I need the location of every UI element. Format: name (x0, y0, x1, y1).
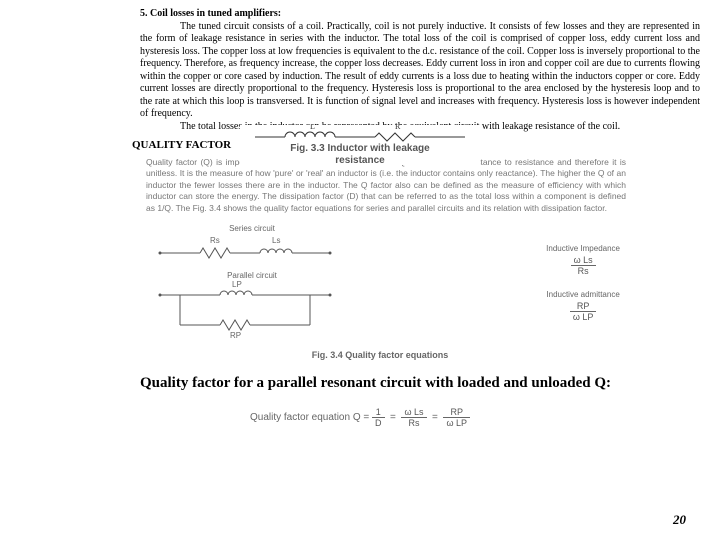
section-title: Coil losses in tuned amplifiers: (150, 8, 281, 19)
figure-3-3: L R Fig. 3.3 Inductor with leakage resis… (240, 125, 480, 165)
svg-text:LP: LP (232, 280, 242, 289)
figure-3-4: Series circuit Rs Ls Parallel circuit (140, 224, 620, 342)
page-number: 20 (673, 512, 686, 528)
fig33-caption-1: Fig. 3.3 Inductor with leakage (290, 143, 429, 154)
series-label: Series circuit (164, 224, 340, 233)
svg-text:Rs: Rs (210, 236, 220, 245)
subsection-heading: Quality factor for a parallel resonant c… (140, 374, 700, 393)
resistor-label: R (395, 125, 401, 131)
svg-text:RP: RP (230, 331, 241, 340)
fig34-caption: Fig. 3.4 Quality factor equations (140, 350, 620, 360)
quality-equation: Quality factor equation Q = 1D = ω LsRs … (140, 407, 580, 428)
svg-text:Ls: Ls (272, 236, 280, 245)
parallel-label: Parallel circuit (164, 271, 340, 280)
admittance-label: Inductive admittance (546, 290, 620, 299)
inductor-label: L (310, 125, 315, 131)
impedance-label: Inductive Impedance (546, 244, 620, 253)
section-number: 5. (140, 8, 148, 19)
section-body: The tuned circuit consists of a coil. Pr… (140, 21, 700, 121)
fig33-caption-2: resistance (335, 155, 384, 166)
